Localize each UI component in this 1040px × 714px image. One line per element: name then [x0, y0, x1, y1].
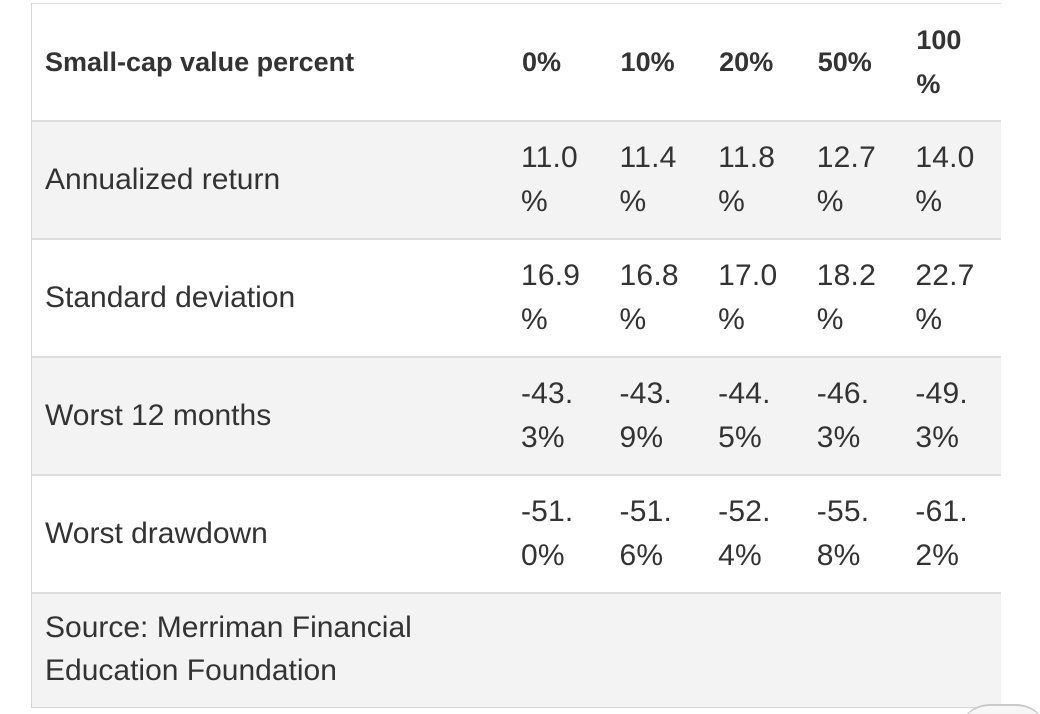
table-cell: 11.0 % — [507, 120, 607, 239]
table-row: Worst drawdown -51. 0% -51. 6% -52. 4% -… — [32, 474, 1001, 593]
comparison-table-container: Small-cap value percent 0% 10% 20% 50% 1… — [31, 3, 1001, 708]
table-cell: 17.0 % — [705, 238, 804, 357]
table-cell: -43. 9% — [606, 356, 706, 475]
table-cell: 16.9 % — [507, 238, 607, 357]
table-cell: -49. 3% — [902, 356, 1001, 475]
table-cell: -61. 2% — [902, 474, 1001, 593]
header-col-0: 0% — [507, 3, 607, 121]
header-label: Small-cap value percent — [32, 3, 508, 121]
table-row: Worst 12 months -43. 3% -43. 9% -44. 5% … — [32, 356, 1001, 475]
table-header-row: Small-cap value percent 0% 10% 20% 50% 1… — [32, 3, 1001, 121]
header-col-20: 20% — [705, 3, 804, 121]
table-cell: 11.8 % — [705, 120, 804, 239]
table-cell: 16.8 % — [606, 238, 706, 357]
table-cell: -43. 3% — [507, 356, 607, 475]
table-cell: -51. 6% — [606, 474, 706, 593]
row-label: Standard deviation — [32, 238, 508, 357]
source-note: Source: Merriman Financial Education Fou… — [45, 611, 412, 687]
table-cell: 22.7 % — [902, 238, 1001, 357]
table-cell: 18.2 % — [803, 238, 903, 357]
table-cell: -46. 3% — [803, 356, 903, 475]
source-cell: Source: Merriman Financial Education Fou… — [32, 592, 1001, 707]
table-cell: -55. 8% — [803, 474, 903, 593]
comparison-table: Small-cap value percent 0% 10% 20% 50% 1… — [32, 3, 1001, 707]
table-cell: 12.7 % — [803, 120, 903, 239]
row-label: Worst drawdown — [32, 474, 508, 593]
row-label: Annualized return — [32, 120, 508, 239]
table-row: Annualized return 11.0 % 11.4 % 11.8 % 1… — [32, 120, 1001, 239]
row-label: Worst 12 months — [32, 356, 508, 475]
table-row: Standard deviation 16.9 % 16.8 % 17.0 % … — [32, 238, 1001, 357]
table-cell: -44. 5% — [705, 356, 804, 475]
header-col-100: 100 % — [902, 3, 1001, 121]
header-col-10: 10% — [606, 3, 706, 121]
source-row: Source: Merriman Financial Education Fou… — [32, 592, 1001, 707]
scroll-corner-handle — [958, 704, 1040, 714]
table-cell: -51. 0% — [507, 474, 607, 593]
table-cell: 14.0 % — [902, 120, 1001, 239]
header-col-50: 50% — [803, 3, 903, 121]
table-cell: -52. 4% — [705, 474, 804, 593]
table-cell: 11.4 % — [606, 120, 706, 239]
